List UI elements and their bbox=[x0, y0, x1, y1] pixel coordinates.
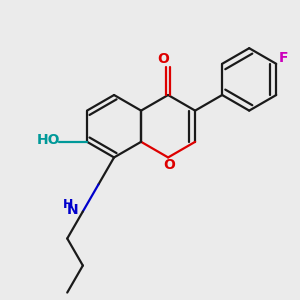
Text: HO: HO bbox=[37, 133, 60, 147]
Text: H: H bbox=[63, 198, 73, 211]
Text: F: F bbox=[279, 51, 288, 65]
Text: O: O bbox=[164, 158, 176, 172]
Text: O: O bbox=[158, 52, 170, 67]
Text: N: N bbox=[67, 203, 78, 217]
